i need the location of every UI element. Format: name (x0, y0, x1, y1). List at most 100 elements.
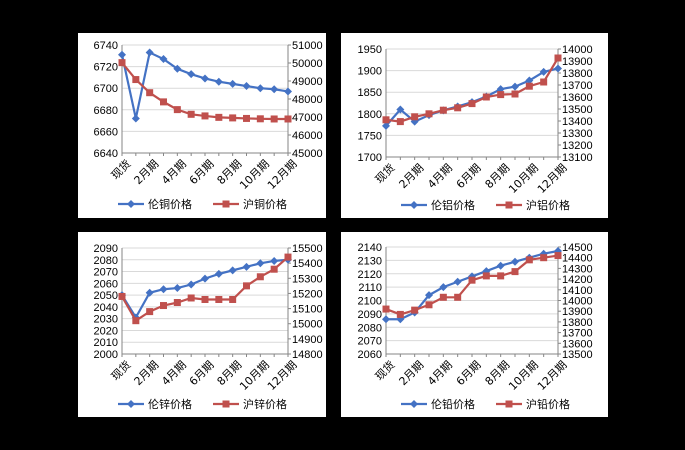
data-point-square (256, 115, 264, 123)
data-point-diamond (145, 288, 154, 297)
y2-tick-label: 15100 (292, 304, 323, 316)
x-tick-label: 4月期 (425, 358, 455, 388)
data-point-diamond (242, 82, 251, 91)
x-tick-label: 2月期 (132, 358, 162, 388)
series-line (385, 254, 559, 316)
x-tick-label: 10月期 (506, 161, 541, 196)
data-point-diamond (187, 70, 196, 79)
data-point-square (396, 310, 404, 318)
x-tick-label: 12月期 (265, 157, 300, 192)
y2-tick-label: 13500 (562, 104, 593, 116)
data-point-diamond (256, 84, 265, 93)
data-point-square (425, 110, 433, 118)
y2-tick-label: 14100 (562, 285, 593, 297)
legend-swatch-marker (127, 400, 135, 408)
legend-label: 沪铅价格 (526, 397, 570, 411)
legend-swatch-marker (505, 400, 513, 408)
legend-swatch-marker (410, 201, 418, 209)
data-point-diamond (214, 77, 223, 86)
data-point-diamond (159, 55, 168, 64)
data-point-square (439, 293, 447, 301)
y-tick-label: 2050 (94, 290, 118, 302)
y2-tick-label: 51000 (292, 40, 323, 52)
y2-tick-label: 13700 (562, 80, 593, 92)
chart-zinc: 2000201020202030204020502060207020802090… (94, 243, 323, 411)
data-point-square (173, 299, 181, 307)
y2-tick-label: 14000 (562, 296, 593, 308)
x-tick-label: 10月期 (506, 358, 541, 393)
legend-label: 伦铜价格 (148, 197, 192, 211)
x-tick-label: 12月期 (265, 358, 300, 393)
data-point-square (468, 276, 476, 284)
x-tick-label: 4月期 (159, 157, 189, 187)
data-point-square (497, 91, 505, 99)
data-point-diamond (228, 79, 237, 88)
data-point-square (511, 268, 519, 276)
y-tick-label: 2020 (94, 325, 118, 337)
legend-swatch-marker (127, 200, 135, 208)
y2-tick-label: 14500 (562, 242, 593, 254)
data-point-diamond (453, 277, 462, 286)
chart-panel-zinc: 2000 2010 2020 2030 2040 2050 2060 2070 2080 2090… (78, 232, 326, 417)
legend-label: 沪铜价格 (243, 197, 287, 211)
data-point-square (468, 100, 476, 108)
data-point-square (540, 78, 548, 86)
y-tick-label: 2090 (94, 243, 118, 255)
y-tick-label: 1850 (358, 87, 382, 99)
data-point-square (229, 295, 237, 303)
x-tick-label: 6月期 (454, 358, 484, 388)
legend-swatch-marker (222, 200, 230, 208)
data-point-square (243, 114, 250, 122)
y-tick-label: 1700 (358, 152, 382, 164)
data-point-diamond (118, 50, 126, 59)
x-tick-label: 10月期 (237, 358, 272, 393)
data-point-diamond (511, 82, 519, 91)
data-point-square (511, 90, 519, 98)
data-point-diamond (145, 48, 154, 57)
x-tick-label: 6月期 (454, 161, 484, 191)
x-tick-label: 10月期 (237, 157, 272, 192)
y-tick-label: 2060 (358, 349, 382, 361)
x-tick-label: 4月期 (425, 161, 455, 191)
data-point-square (187, 294, 195, 302)
data-point-square (411, 113, 419, 121)
y2-tick-label: 13900 (562, 306, 593, 318)
x-tick-label: 12月期 (535, 358, 570, 393)
data-point-square (160, 302, 167, 310)
y-tick-label: 6740 (94, 40, 118, 52)
data-point-diamond (173, 64, 182, 73)
data-point-diamond (270, 85, 279, 94)
legend-swatch-marker (222, 400, 230, 408)
data-point-diamond (496, 261, 505, 270)
data-point-diamond (525, 76, 534, 85)
y-tick-label: 2100 (358, 296, 382, 308)
data-point-square (173, 106, 181, 114)
data-point-square (411, 306, 419, 314)
data-point-square (454, 293, 462, 301)
data-point-square (382, 305, 390, 313)
y2-tick-label: 14900 (292, 334, 323, 346)
data-point-square (525, 256, 533, 264)
y-tick-label: 1950 (358, 44, 382, 56)
y2-tick-label: 15300 (292, 273, 323, 285)
data-point-diamond (214, 269, 223, 278)
y-tick-label: 2010 (94, 337, 118, 349)
y2-tick-label: 13800 (562, 317, 593, 329)
data-point-diamond (173, 284, 182, 293)
y-tick-label: 2000 (94, 349, 118, 361)
data-point-diamond (159, 285, 168, 294)
y-tick-label: 2080 (94, 255, 118, 267)
legend-label: 伦锌价格 (148, 397, 192, 411)
data-point-diamond (539, 67, 548, 76)
x-tick-label: 6月期 (187, 157, 217, 187)
series-line (385, 57, 559, 123)
y2-tick-label: 50000 (292, 58, 323, 70)
y-tick-label: 1800 (358, 109, 382, 121)
y2-tick-label: 14400 (562, 253, 593, 265)
data-point-square (540, 254, 548, 262)
data-point-square (482, 272, 490, 280)
y2-tick-label: 15500 (292, 243, 323, 255)
y2-tick-label: 15200 (292, 288, 323, 300)
legend-swatch-marker (410, 400, 418, 408)
legend-label: 沪铝价格 (526, 198, 570, 212)
